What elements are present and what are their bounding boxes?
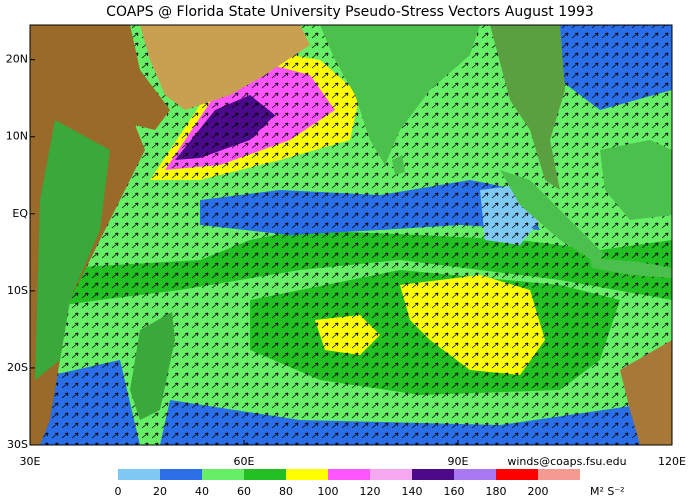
- lon-tick-label: 90E: [448, 455, 469, 468]
- colorbar-swatch: [412, 469, 454, 480]
- africa-lowland: [35, 120, 110, 380]
- colorbar: 0 20 40 60 80 100 120 140 160 180 200: [115, 469, 580, 498]
- colorbar-tick-label: 120: [360, 485, 381, 498]
- colorbar-tick-label: 0: [115, 485, 122, 498]
- india: [320, 25, 480, 165]
- sri-lanka: [392, 155, 405, 175]
- colorbar-swatch: [370, 469, 412, 480]
- colorbar-tick-label: 40: [195, 485, 209, 498]
- colorbar-tick-label: 20: [153, 485, 167, 498]
- colorbar-swatch: [118, 469, 160, 480]
- map-frame: [29, 24, 673, 446]
- colorbar-swatch: [244, 469, 286, 480]
- lon-tick-label: 60E: [234, 455, 255, 468]
- lat-tick-label: 10S: [7, 284, 28, 297]
- lat-tick-label: 10N: [6, 130, 28, 143]
- colorbar-swatch: [160, 469, 202, 480]
- title: COAPS @ Florida State University Pseudo-…: [106, 4, 594, 20]
- colorbar-tick-label: 60: [237, 485, 251, 498]
- java: [590, 258, 672, 278]
- colorbar-tick-label: 140: [402, 485, 423, 498]
- colorbar-swatch: [286, 469, 328, 480]
- sumatra: [500, 170, 605, 262]
- lon-tick-label: 120E: [658, 455, 686, 468]
- colorbar-tick-label: 160: [444, 485, 465, 498]
- madagascar: [130, 312, 175, 420]
- colorbar-swatch: [202, 469, 244, 480]
- colorbar-tick-label: 80: [279, 485, 293, 498]
- colorbar-swatch: [328, 469, 370, 480]
- lat-tick-label: 20N: [6, 53, 28, 66]
- credit: winds@coaps.fsu.edu: [507, 455, 626, 468]
- colorbar-swatch: [538, 469, 580, 480]
- colorbar-tick-label: 200: [528, 485, 549, 498]
- colorbar-swatch: [496, 469, 538, 480]
- colorbar-tick-label: 100: [318, 485, 339, 498]
- lat-tick-label: 20S: [7, 361, 28, 374]
- axes: 20N 10N EQ 10S 20S 30S 30E 60E 90E 120E: [6, 53, 686, 468]
- map: [30, 25, 672, 445]
- colorbar-unit: M² S⁻²: [590, 485, 625, 498]
- colorbar-swatch: [454, 469, 496, 480]
- southeast-asia: [490, 25, 565, 190]
- arabia: [140, 25, 310, 110]
- colorbar-tick-label: 180: [486, 485, 507, 498]
- lat-tick-label: 30S: [7, 438, 28, 451]
- lat-tick-label: EQ: [12, 207, 28, 220]
- lon-tick-label: 30E: [20, 455, 41, 468]
- borneo: [600, 140, 672, 220]
- australia: [620, 340, 672, 445]
